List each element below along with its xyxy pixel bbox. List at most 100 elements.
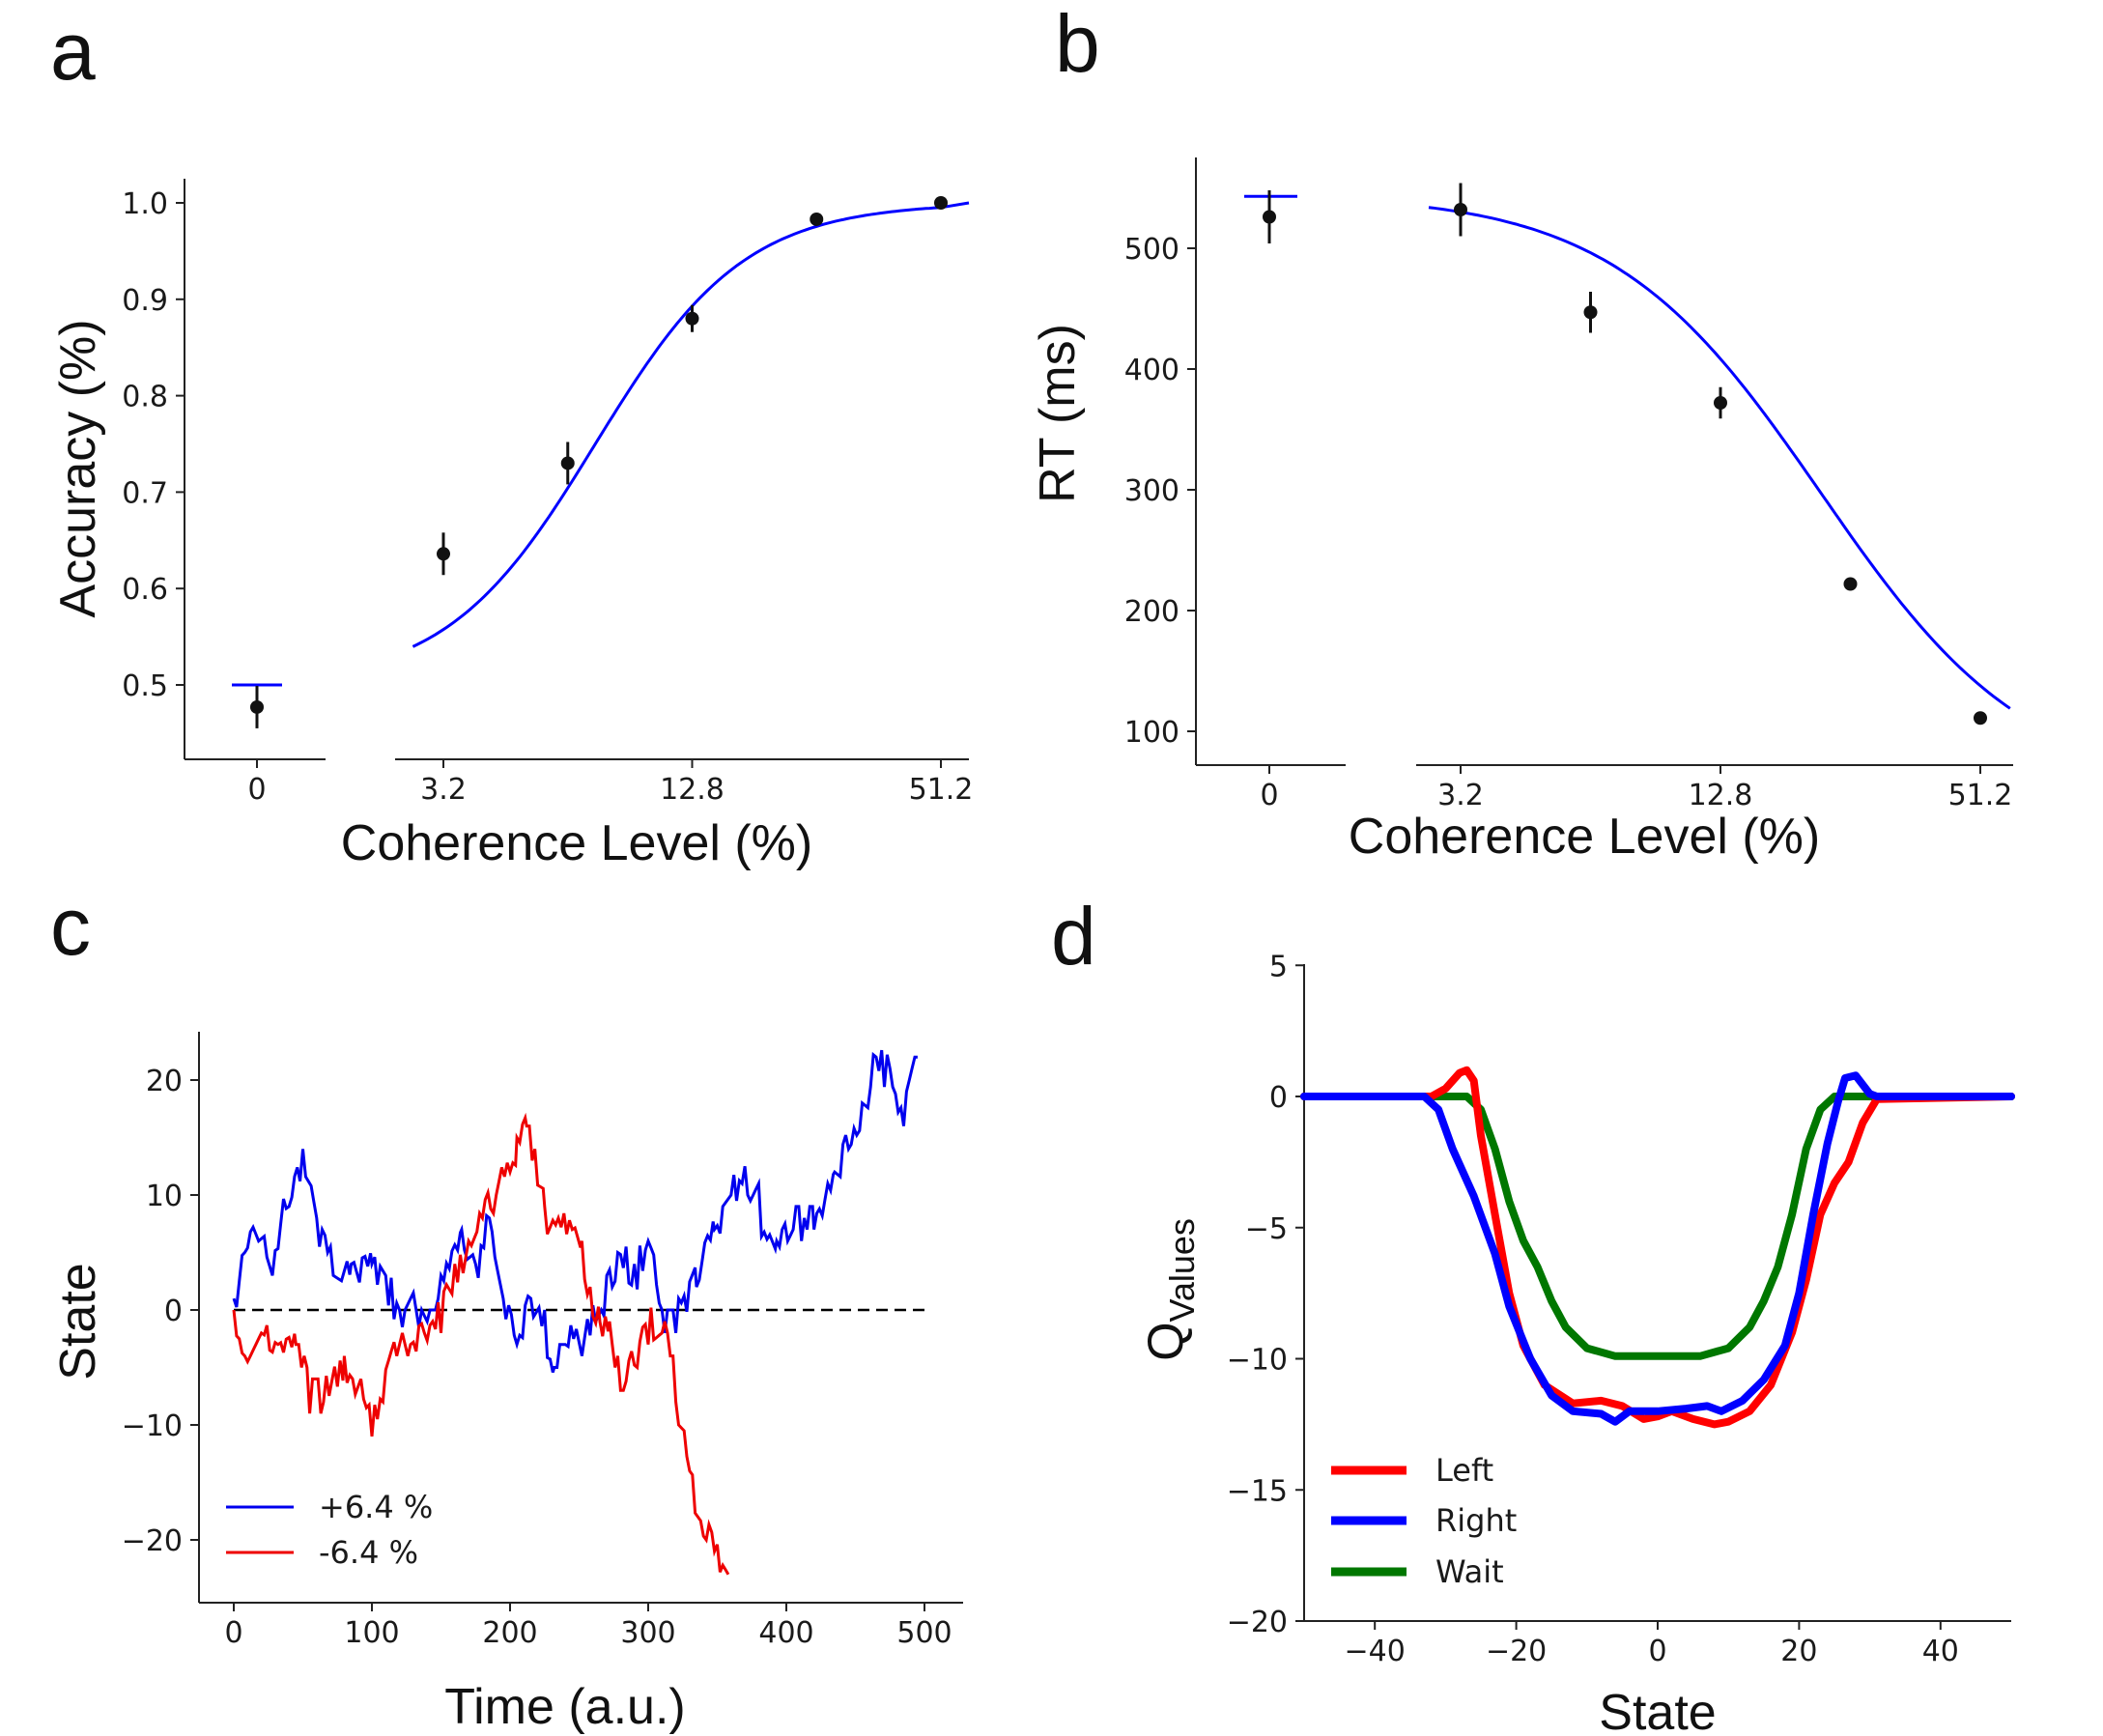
series-lines-c [232, 1049, 924, 1576]
legend-label-right: Right [1435, 1502, 1517, 1539]
y-tick-label: 100 [1124, 716, 1179, 750]
x-axis-label-d: State [1599, 1685, 1716, 1736]
x-tick-label: 40 [1922, 1635, 1959, 1668]
series-line-wait [1300, 1093, 2015, 1360]
series-line-left [1300, 1066, 2015, 1429]
y-tick-label: 0 [1269, 1081, 1288, 1115]
x-tick-label: 0 [247, 773, 266, 807]
y-ticks-b: 100 200 300 400 500 [1124, 233, 1196, 750]
y-ticks-d: 5 0 −5 −10 −15 −20 [1227, 950, 1304, 1639]
x-tick-label: 0 [1648, 1635, 1666, 1668]
series-lines-d [1300, 1066, 2015, 1429]
fit-curve-line [412, 201, 970, 648]
panel-a-accuracy-chart: a 0.5 0.6 0.7 0.8 0.9 1.0 0 3.2 12.8 51.… [50, 6, 973, 871]
data-point [1583, 305, 1598, 320]
y-axis-label-a: Accuracy (%) [50, 319, 106, 617]
data-point [1714, 396, 1727, 410]
y-tick-label: 0.5 [122, 669, 168, 703]
x-tick-label: 20 [1780, 1635, 1817, 1668]
y-axis-label-sub: Values [1162, 1218, 1202, 1322]
x-tick-label: 500 [896, 1616, 952, 1650]
axes-d [1303, 964, 2011, 1622]
y-tick-label: 0.9 [122, 284, 168, 318]
x-tick-label: 3.2 [420, 773, 467, 807]
fit-curve-line [1428, 206, 2011, 710]
data-point [1843, 577, 1858, 591]
data-point [934, 196, 948, 210]
y-axis-label-b: RT (ms) [1030, 324, 1086, 503]
axes-b [1195, 157, 2013, 766]
legend-label-wait: Wait [1435, 1553, 1504, 1590]
y-tick-label: 0.8 [122, 381, 168, 414]
y-tick-label: 5 [1269, 950, 1288, 983]
y-ticks-c: 20 10 0 −10 −20 [122, 1065, 199, 1558]
y-tick-label: −5 [1245, 1212, 1288, 1246]
data-points-b [1263, 183, 1987, 726]
x-tick-label: 51.2 [1948, 779, 2013, 812]
y-tick-label: 0.7 [122, 476, 168, 510]
data-point [685, 311, 699, 326]
legend-c: +6.4 % -6.4 % [226, 1489, 433, 1571]
data-point [1454, 203, 1467, 216]
x-tick-label: 200 [482, 1616, 537, 1650]
x-axis-label-a: Coherence Level (%) [341, 815, 812, 871]
x-ticks-a: 0 3.2 12.8 51.2 [247, 759, 973, 807]
panel-c-state-trajectories: c 20 10 0 −10 −20 0 100 200 300 400 500 … [50, 881, 963, 1735]
data-point [437, 547, 450, 561]
y-tick-label: 300 [1124, 474, 1179, 508]
y-ticks-a: 0.5 0.6 0.7 0.8 0.9 1.0 [122, 187, 185, 703]
panel-label-c: c [50, 881, 91, 972]
legend-d: Left Right Wait [1331, 1452, 1517, 1590]
data-point [1974, 711, 1987, 726]
y-tick-label: 1.0 [122, 187, 168, 221]
x-axis-label-c: Time (a.u.) [444, 1679, 685, 1735]
x-tick-label: −40 [1345, 1635, 1406, 1668]
series-line-plus [232, 1049, 918, 1374]
y-axis-label-c: State [50, 1263, 106, 1380]
data-points-a [250, 196, 948, 728]
y-tick-label: −10 [122, 1409, 183, 1443]
fit-curve-a [232, 201, 970, 687]
x-tick-label: −20 [1486, 1635, 1547, 1668]
y-tick-label: 20 [146, 1065, 183, 1098]
x-ticks-c: 0 100 200 300 400 500 [224, 1603, 952, 1650]
data-point [1263, 210, 1276, 224]
x-ticks-b: 0 3.2 12.8 51.2 [1260, 765, 2012, 812]
y-tick-label: 0 [164, 1295, 183, 1328]
x-ticks-d: −40 −20 0 20 40 [1345, 1621, 1959, 1668]
x-tick-label: 3.2 [1437, 779, 1484, 812]
y-axis-label-q: Q [1138, 1322, 1194, 1360]
x-tick-label: 51.2 [909, 773, 974, 807]
x-tick-label: 0 [1260, 779, 1278, 812]
x-tick-label: 12.8 [1689, 779, 1753, 812]
fit-curve-b [1244, 194, 2011, 710]
legend-label-plus: +6.4 % [319, 1489, 433, 1525]
legend-label-left: Left [1435, 1452, 1493, 1489]
panel-b-rt-chart: b 100 200 300 400 500 0 3.2 12.8 51.2 Co… [1030, 0, 2013, 865]
panel-label-a: a [50, 6, 96, 97]
y-tick-label: 200 [1124, 595, 1179, 629]
y-tick-label: 500 [1124, 233, 1179, 267]
x-tick-label: 100 [344, 1616, 399, 1650]
y-tick-label: 10 [146, 1180, 183, 1213]
x-tick-label: 12.8 [660, 773, 725, 807]
data-point [810, 212, 824, 226]
x-tick-label: 400 [758, 1616, 813, 1650]
data-point [250, 699, 264, 714]
panel-label-b: b [1055, 0, 1100, 89]
x-tick-label: 300 [620, 1616, 675, 1650]
axes-a [184, 179, 969, 760]
data-point [560, 456, 575, 470]
y-axis-label-d: QValues [1138, 1218, 1202, 1361]
y-tick-label: −20 [1227, 1606, 1288, 1639]
y-tick-label: −15 [1227, 1474, 1288, 1508]
y-tick-label: −20 [122, 1524, 183, 1558]
panel-d-q-values: d 5 0 −5 −10 −15 −20 −40 −20 0 20 40 Lef… [1051, 891, 2015, 1736]
y-tick-label: 400 [1124, 354, 1179, 387]
series-line-minus [232, 1112, 730, 1576]
x-axis-label-b: Coherence Level (%) [1349, 809, 1820, 865]
panel-label-d: d [1051, 891, 1096, 982]
x-tick-label: 0 [224, 1616, 242, 1650]
y-tick-label: −10 [1227, 1344, 1288, 1378]
